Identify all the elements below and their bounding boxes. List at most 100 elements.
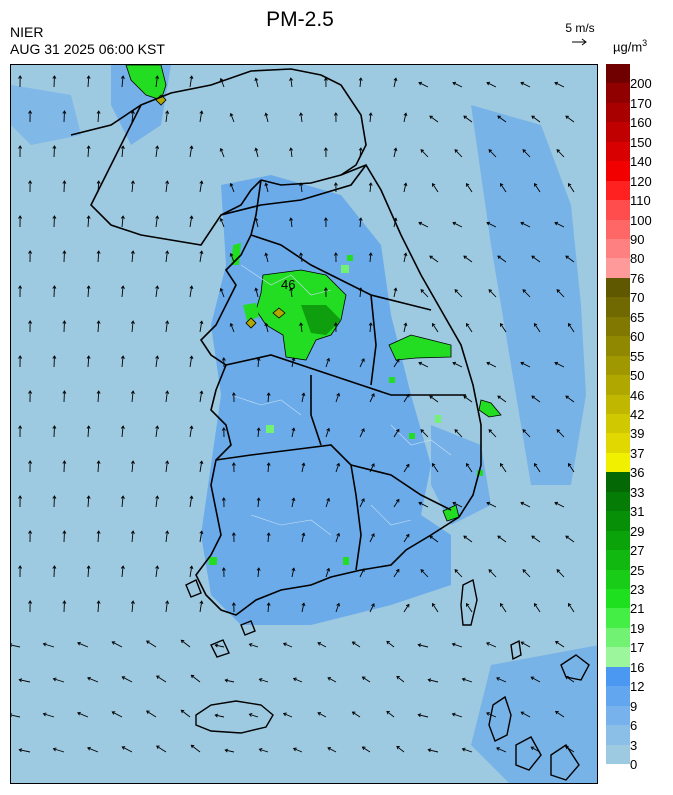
- wind-vector-head: [18, 355, 23, 359]
- wind-vector: [87, 425, 90, 438]
- wind-vector-head: [431, 462, 436, 467]
- wind-vector: [181, 639, 191, 648]
- wind-vector: [199, 531, 203, 543]
- wind-vector-head: [11, 643, 13, 648]
- wind-vector-head: [120, 565, 125, 569]
- wind-vector: [520, 502, 531, 508]
- wind-vector: [199, 601, 203, 613]
- wind-vector-head: [429, 255, 433, 260]
- wind-vector-head: [333, 252, 338, 256]
- wind-vector: [122, 746, 133, 753]
- wind-vector-head: [299, 182, 304, 186]
- wind-vector: [317, 712, 327, 718]
- wind-vector-head: [451, 712, 456, 717]
- wind-vector-head: [323, 77, 328, 81]
- wind-vector: [290, 288, 293, 298]
- wind-vector-head: [565, 255, 569, 260]
- legend-label: 50: [630, 368, 645, 384]
- wind-vector-head: [531, 535, 535, 540]
- wind-vector: [121, 76, 124, 88]
- wind-vector: [429, 255, 439, 263]
- wind-vector: [87, 747, 99, 753]
- wind-vector: [428, 749, 439, 753]
- wind-vector: [131, 111, 134, 123]
- wind-vector-head: [190, 744, 195, 749]
- wind-vector-head: [420, 149, 425, 153]
- wind-vector: [283, 643, 293, 648]
- wind-vector: [500, 323, 507, 333]
- wind-vector: [466, 463, 473, 473]
- legend-swatch: [606, 200, 630, 220]
- island-outline: [510, 639, 522, 661]
- pm25-legend: [606, 64, 630, 764]
- legend-label: 16: [630, 659, 645, 675]
- wind-vector: [359, 218, 362, 228]
- legend-label: 60: [630, 329, 645, 345]
- good-patches: [125, 65, 502, 565]
- wind-vector: [568, 183, 575, 193]
- wind-vector: [486, 82, 497, 88]
- legend-label: 150: [630, 134, 652, 150]
- wind-vector-head: [121, 746, 126, 750]
- wind-vector: [452, 502, 463, 508]
- legend-label: 21: [630, 601, 645, 617]
- wind-vector-head: [461, 747, 466, 752]
- wind-vector-head: [405, 393, 410, 398]
- wind-vector-head: [463, 115, 467, 120]
- wind-vector: [19, 679, 31, 683]
- wind-vector-head: [18, 285, 23, 289]
- wind-vector-head: [417, 643, 422, 648]
- wind-vector: [488, 289, 497, 298]
- wind-vector: [327, 747, 337, 753]
- legend-label: 160: [630, 115, 652, 131]
- wind-vector-head: [336, 392, 341, 397]
- wind-vector-head: [486, 501, 491, 506]
- wind-vector-head: [18, 748, 23, 753]
- wind-vector: [500, 603, 507, 613]
- wind-vector: [97, 390, 100, 403]
- wind-vector-head: [396, 675, 400, 680]
- wind-vector: [199, 181, 203, 193]
- wind-vector: [291, 428, 295, 438]
- wind-vector-head: [224, 678, 229, 683]
- wind-vector-head: [361, 358, 365, 362]
- wind-vector-head: [522, 149, 527, 153]
- wind-vector: [520, 362, 531, 368]
- wind-vector: [265, 113, 269, 123]
- wind-vector: [568, 323, 575, 333]
- wind-vector-head: [333, 322, 338, 326]
- wind-vector: [122, 676, 133, 683]
- concentration-layer: [11, 65, 597, 783]
- wind-vector: [486, 502, 497, 508]
- wind-vector-head: [427, 748, 432, 753]
- wind-vector-head: [420, 429, 425, 433]
- wind-vector: [522, 569, 531, 578]
- wind-vector: [463, 115, 473, 123]
- legend-swatch: [606, 530, 630, 551]
- wind-vector: [452, 362, 463, 368]
- wind-vector-head: [282, 712, 287, 717]
- wind-vector-head: [368, 182, 373, 186]
- wind-vector-head: [18, 215, 23, 219]
- wind-vector: [565, 255, 575, 263]
- wind-vector: [259, 678, 269, 683]
- province-boundary: [220, 164, 367, 216]
- wind-vector-head: [336, 602, 341, 607]
- wind-vector-head: [62, 110, 67, 114]
- wind-vector: [257, 357, 260, 368]
- wind-vector: [121, 426, 124, 438]
- wind-vector: [531, 746, 541, 753]
- wind-vector: [317, 642, 327, 648]
- wind-vector: [121, 356, 124, 368]
- wind-vector-head: [393, 77, 398, 82]
- wind-vector: [199, 251, 203, 263]
- wind-vector: [369, 113, 372, 123]
- wind-vector-head: [427, 678, 432, 683]
- wind-reference: 5 m/s: [560, 21, 600, 47]
- wind-vector: [432, 603, 439, 613]
- wind-vector: [531, 676, 541, 683]
- wind-vector: [87, 355, 90, 368]
- wind-vector-head: [96, 320, 101, 324]
- wind-vector: [97, 110, 100, 123]
- wind-vector: [121, 216, 124, 228]
